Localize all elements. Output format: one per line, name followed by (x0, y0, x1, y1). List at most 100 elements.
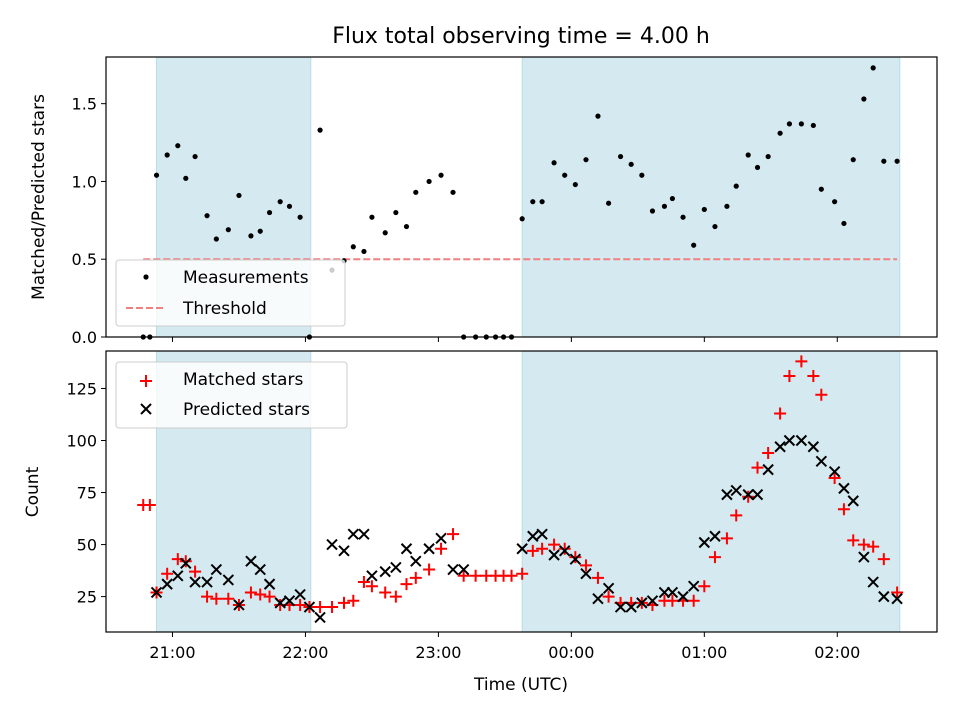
matched-star-point (469, 569, 482, 582)
measurement-point (192, 153, 198, 160)
matched-star-point (447, 528, 460, 541)
predicted-star-point (379, 565, 391, 578)
predicted-star-point (457, 563, 470, 576)
matched-star-point (720, 532, 733, 545)
predicted-star-point (602, 582, 615, 594)
predicted-star-point (709, 530, 721, 542)
matched-star-point (857, 538, 870, 551)
predicted-star-point (730, 484, 742, 497)
predicted-star-point (762, 463, 774, 476)
matched-star-point (389, 590, 402, 603)
matched-star-point (179, 555, 192, 568)
x-tick-label: 23:00 (415, 643, 461, 662)
matched-star-point (762, 446, 775, 459)
legend-marker-measurements (143, 274, 149, 280)
matched-star-point (867, 540, 880, 553)
measurement-point (881, 158, 887, 164)
measurement-point (595, 113, 601, 119)
matched-star-point (708, 551, 721, 564)
measurement-point (403, 223, 410, 230)
matched-star-point (807, 369, 820, 382)
matched-star-point (326, 601, 339, 614)
top-y-tick-label: 0.5 (72, 250, 97, 269)
matched-star-point (698, 580, 711, 593)
measurement-point (680, 214, 686, 220)
predicted-star-point (303, 601, 316, 613)
predicted-star-point (172, 570, 184, 582)
predicted-star-point (233, 599, 245, 611)
predicted-star-point (201, 576, 213, 588)
matched-star-point (379, 586, 392, 599)
predicted-star-point (161, 578, 173, 590)
legend-label-measurements: Measurements (183, 268, 309, 288)
matched-star-point (687, 594, 700, 607)
legend-label-threshold: Threshold (182, 299, 267, 319)
predicted-star-point (358, 528, 370, 540)
measurement-point (551, 160, 557, 166)
top-y-tick-label: 1.0 (72, 172, 97, 191)
matched-star-point (505, 569, 518, 582)
measurement-point (617, 153, 624, 160)
matched-star-point (244, 586, 257, 599)
predicted-star-point (548, 549, 560, 561)
predicted-star-point (326, 538, 338, 551)
measurement-point (765, 153, 771, 160)
matched-star-point (526, 544, 539, 557)
measurement-point (832, 199, 838, 205)
bottom-y-tick-label: 100 (66, 432, 97, 451)
predicted-star-point (400, 543, 413, 555)
predicted-star-point (614, 601, 627, 613)
measurement-point (317, 127, 323, 133)
predicted-star-point (222, 574, 235, 586)
predicted-star-point (625, 601, 637, 613)
measurement-point (639, 172, 645, 178)
measurement-point (745, 152, 751, 158)
measurement-point (266, 209, 273, 216)
bottom-y-axis-label: Count (23, 466, 43, 517)
predicted-star-point (878, 590, 890, 603)
measurement-point (248, 233, 254, 239)
matched-star-point (891, 586, 904, 599)
matched-star-point (795, 355, 808, 368)
predicted-star-point (410, 555, 422, 567)
top-shaded-interval (521, 56, 901, 338)
predicted-star-point (774, 441, 786, 453)
measurement-point (164, 152, 170, 158)
measurement-point (393, 209, 399, 216)
predicted-star-point (559, 545, 571, 557)
measurement-point (183, 175, 189, 181)
predicted-star-point (838, 482, 850, 495)
bottom-y-tick-label: 125 (66, 379, 97, 398)
matched-star-point (263, 590, 276, 603)
measurement-point (369, 214, 375, 220)
measurement-point (413, 189, 419, 195)
matched-star-point (201, 590, 214, 603)
matched-star-point (558, 542, 571, 555)
predicted-star-point (677, 590, 689, 603)
predicted-star-point (210, 563, 223, 576)
matched-star-point (161, 567, 174, 580)
predicted-star-point (254, 563, 266, 576)
measurement-point (724, 203, 730, 209)
measurement-point (850, 157, 856, 163)
measurement-point (691, 242, 697, 248)
matched-star-point (435, 542, 448, 555)
matched-star-point (602, 590, 615, 603)
measurement-point (286, 203, 293, 209)
predicted-star-point (150, 586, 163, 599)
bottom-legend-frame (115, 361, 348, 429)
measurement-point (539, 199, 545, 205)
predicted-star-point (366, 570, 378, 582)
x-axis-label: Time (UTC) (473, 675, 568, 695)
measurement-point (628, 161, 634, 167)
bottom-shaded-interval (521, 350, 901, 633)
predicted-star-point (858, 551, 870, 563)
measurement-point (175, 143, 181, 149)
predicted-star-point (263, 578, 276, 590)
matched-star-point (742, 490, 755, 503)
top-y-tick-label: 1.5 (72, 95, 97, 114)
predicted-star-point (423, 543, 435, 555)
predicted-star-point (516, 543, 528, 555)
measurement-point (438, 172, 444, 178)
predicted-star-point (847, 495, 859, 507)
